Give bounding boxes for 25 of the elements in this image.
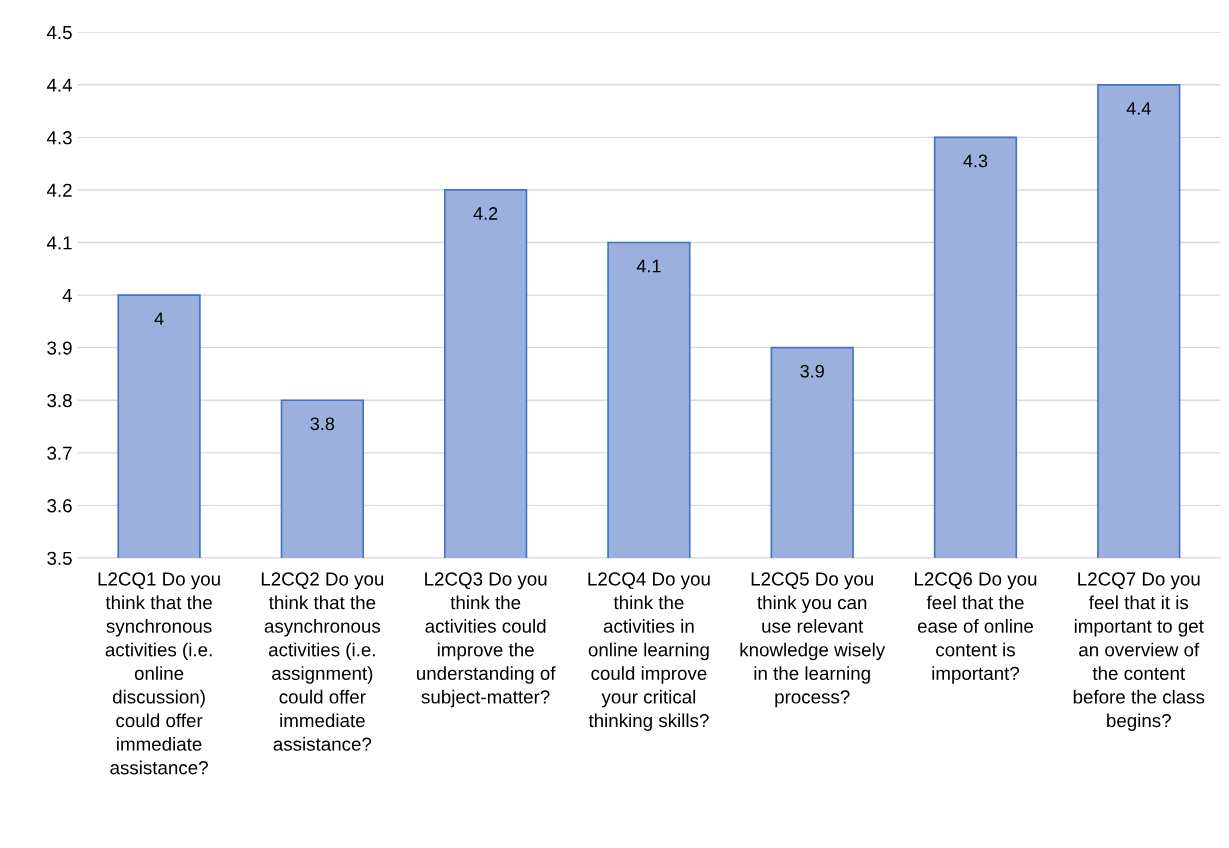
x-tick-label: L2CQ2 Do you think that the asynchronous activities (i.e. assignment) could offer immediate assistance?: [261, 572, 384, 751]
y-tick-label: 4.3: [46, 131, 72, 145]
y-tick-label: 4.4: [46, 78, 73, 92]
data-label: 3.8: [310, 417, 335, 431]
y-tick-label: 4.2: [46, 183, 72, 197]
y-tick-label: 3.8: [47, 393, 72, 408]
data-label: 4.3: [963, 154, 988, 168]
y-tick-label: 3.9: [47, 341, 72, 355]
category-label: L2CQ1 Do you think that the synchronous activities (i.e. online discussion) could offer immediate assistance?: [98, 572, 220, 775]
y-tick-label: 3.5: [47, 551, 72, 565]
data-label: 4: [154, 312, 164, 325]
data-label: 4.4: [1126, 102, 1151, 115]
y-tick-label: 3.7: [47, 446, 72, 460]
data-label: 4.2: [473, 207, 498, 220]
data-label: 4.1: [636, 259, 661, 273]
x-tick-label: L2CQ3 Do you think the activities could improve the understanding of subject-matter?: [417, 572, 556, 708]
y-tick-label: 4.1: [46, 236, 72, 250]
x-tick-label: L2CQ5 Do you think you can use relevant knowledge wisely in the learning process?: [740, 572, 886, 708]
x-tick-label: L2CQ4 Do you think the activities in online learning could improve your critical thinking skills?: [588, 572, 710, 731]
x-tick-label: L2CQ7 Do you feel that it is important to get an overview of the content before the class begins?: [1073, 572, 1205, 731]
y-tick-label: 3.6: [47, 499, 72, 513]
y-tick-label: 4.5: [46, 26, 72, 40]
data-label: 3.9: [800, 364, 824, 378]
x-tick-label: L2CQ6 Do you feel that the ease of online content is important?: [915, 572, 1037, 684]
y-tick-label: 4: [62, 289, 73, 302]
